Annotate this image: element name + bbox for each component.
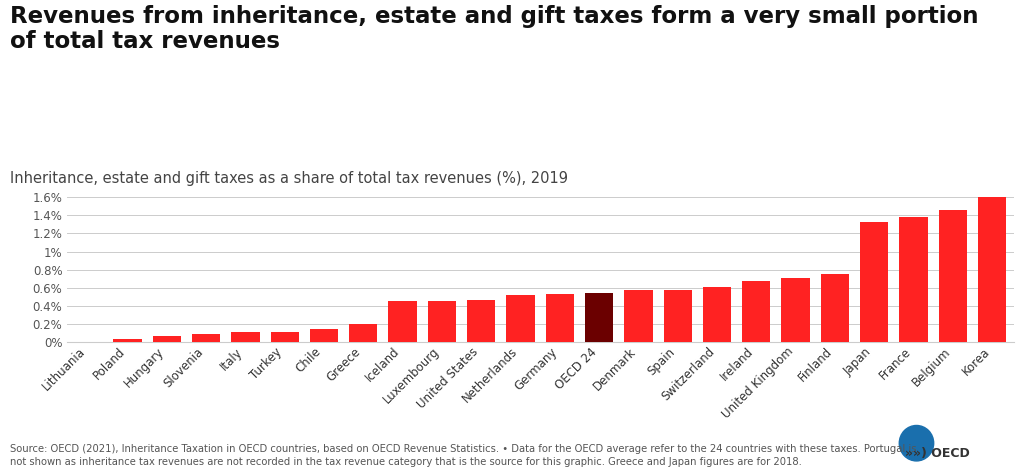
Circle shape [899,425,934,461]
Text: Source: OECD (2021), Inheritance Taxation in OECD countries, based on OECD Reven: Source: OECD (2021), Inheritance Taxatio… [10,444,916,467]
Bar [231,333,259,342]
Bar [153,336,181,342]
Bar [625,290,652,342]
Bar [191,334,220,342]
Bar [388,301,417,342]
Text: Revenues from inheritance, estate and gift taxes form a very small portion
of to: Revenues from inheritance, estate and gi… [10,5,979,53]
Bar [428,301,456,342]
Bar [821,274,849,342]
Bar [506,295,535,342]
Bar [546,294,574,342]
Bar [978,197,1007,342]
Text: »») OECD: »») OECD [904,446,970,460]
Bar [899,217,928,342]
Bar [467,300,496,342]
Bar [781,278,810,342]
Bar [664,290,692,342]
Bar [74,341,102,342]
Bar [742,280,770,342]
Bar [270,333,299,342]
Bar [310,329,338,342]
Text: Inheritance, estate and gift taxes as a share of total tax revenues (%), 2019: Inheritance, estate and gift taxes as a … [10,171,568,186]
Bar [585,294,613,342]
Bar [349,324,378,342]
Bar [860,222,889,342]
Bar [702,287,731,342]
Bar [939,210,967,342]
Bar [114,339,141,342]
